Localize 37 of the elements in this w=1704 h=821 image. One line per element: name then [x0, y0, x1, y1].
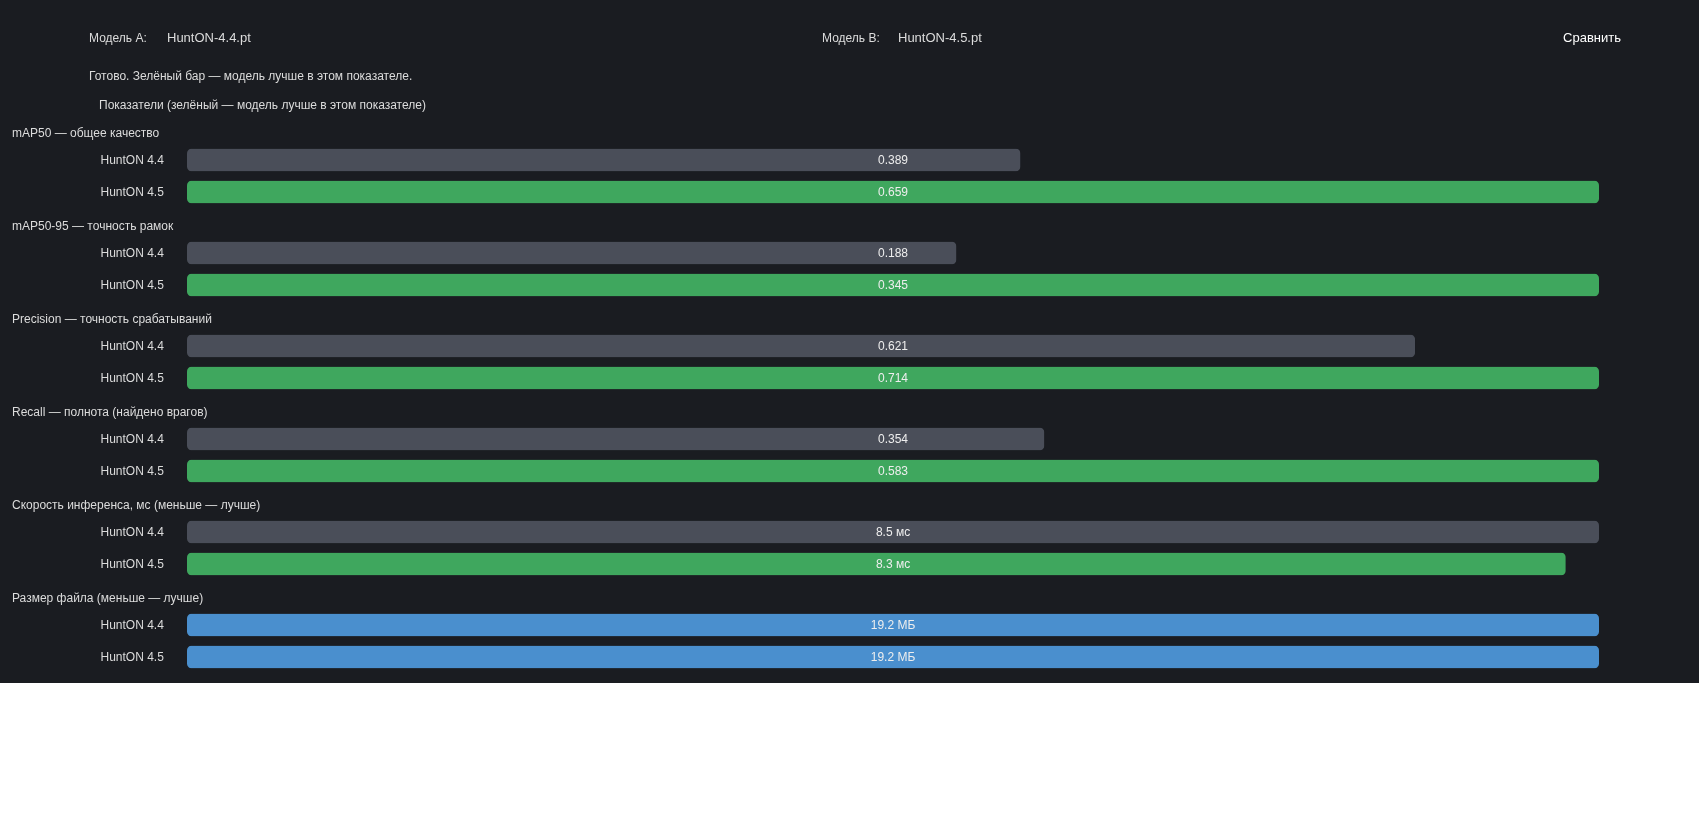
y-tick-label: HuntON 4.5	[100, 557, 165, 571]
y-tick-label: HuntON 4.5	[100, 185, 165, 199]
text: Показатели (зелёный — модель лучше в этом показателе)	[99, 98, 426, 112]
text: HuntON-4.5.pt	[898, 30, 983, 45]
data-label: 0.354	[877, 432, 909, 446]
y-tick-label: HuntON 4.4	[100, 525, 165, 539]
chart-title: Recall — полнота (найдено врагов)	[12, 405, 208, 419]
y-tick-label: HuntON 4.4	[100, 246, 165, 260]
data-label: 0.714	[877, 371, 909, 385]
data-label: 0.659	[877, 185, 909, 199]
y-tick-label: HuntON 4.5	[100, 464, 165, 478]
text: HuntON-4.4.pt	[167, 30, 252, 45]
y-tick-label: HuntON 4.4	[100, 153, 165, 167]
text: Модель B:	[822, 31, 880, 45]
data-label: 8.3 мс	[875, 557, 911, 571]
y-tick-label: HuntON 4.4	[100, 339, 165, 353]
y-tick-label: HuntON 4.4	[100, 432, 165, 446]
chart-title: Скорость инференса, мс (меньше — лучше)	[12, 498, 261, 512]
text: mAP50 — общее качество	[12, 126, 160, 140]
data-label: 0.389	[877, 153, 909, 167]
data-label: 8.5 мс	[875, 525, 911, 539]
data-label: 19.2 МБ	[870, 618, 916, 632]
y-tick-label: HuntON 4.5	[100, 278, 165, 292]
text: Модель A:	[89, 31, 147, 45]
y-tick-label: HuntON 4.5	[100, 371, 165, 385]
text: Готово. Зелёный бар — модель лучше в этом показателе.	[89, 69, 413, 83]
chart-title: mAP50-95 — точность рамок	[12, 219, 175, 233]
y-tick-label: HuntON 4.4	[100, 618, 165, 632]
chart-title: Размер файла (меньше — лучше)	[12, 591, 204, 605]
data-label: 0.345	[877, 278, 909, 292]
data-label: 19.2 МБ	[870, 650, 916, 664]
y-tick-label: HuntON 4.5	[100, 650, 165, 664]
data-label: 0.621	[877, 339, 909, 353]
text: Сравнить	[1563, 30, 1622, 45]
data-label: 0.188	[877, 246, 909, 260]
chart-title: Precision — точность срабатываний	[12, 312, 212, 326]
data-label: 0.583	[877, 464, 909, 478]
